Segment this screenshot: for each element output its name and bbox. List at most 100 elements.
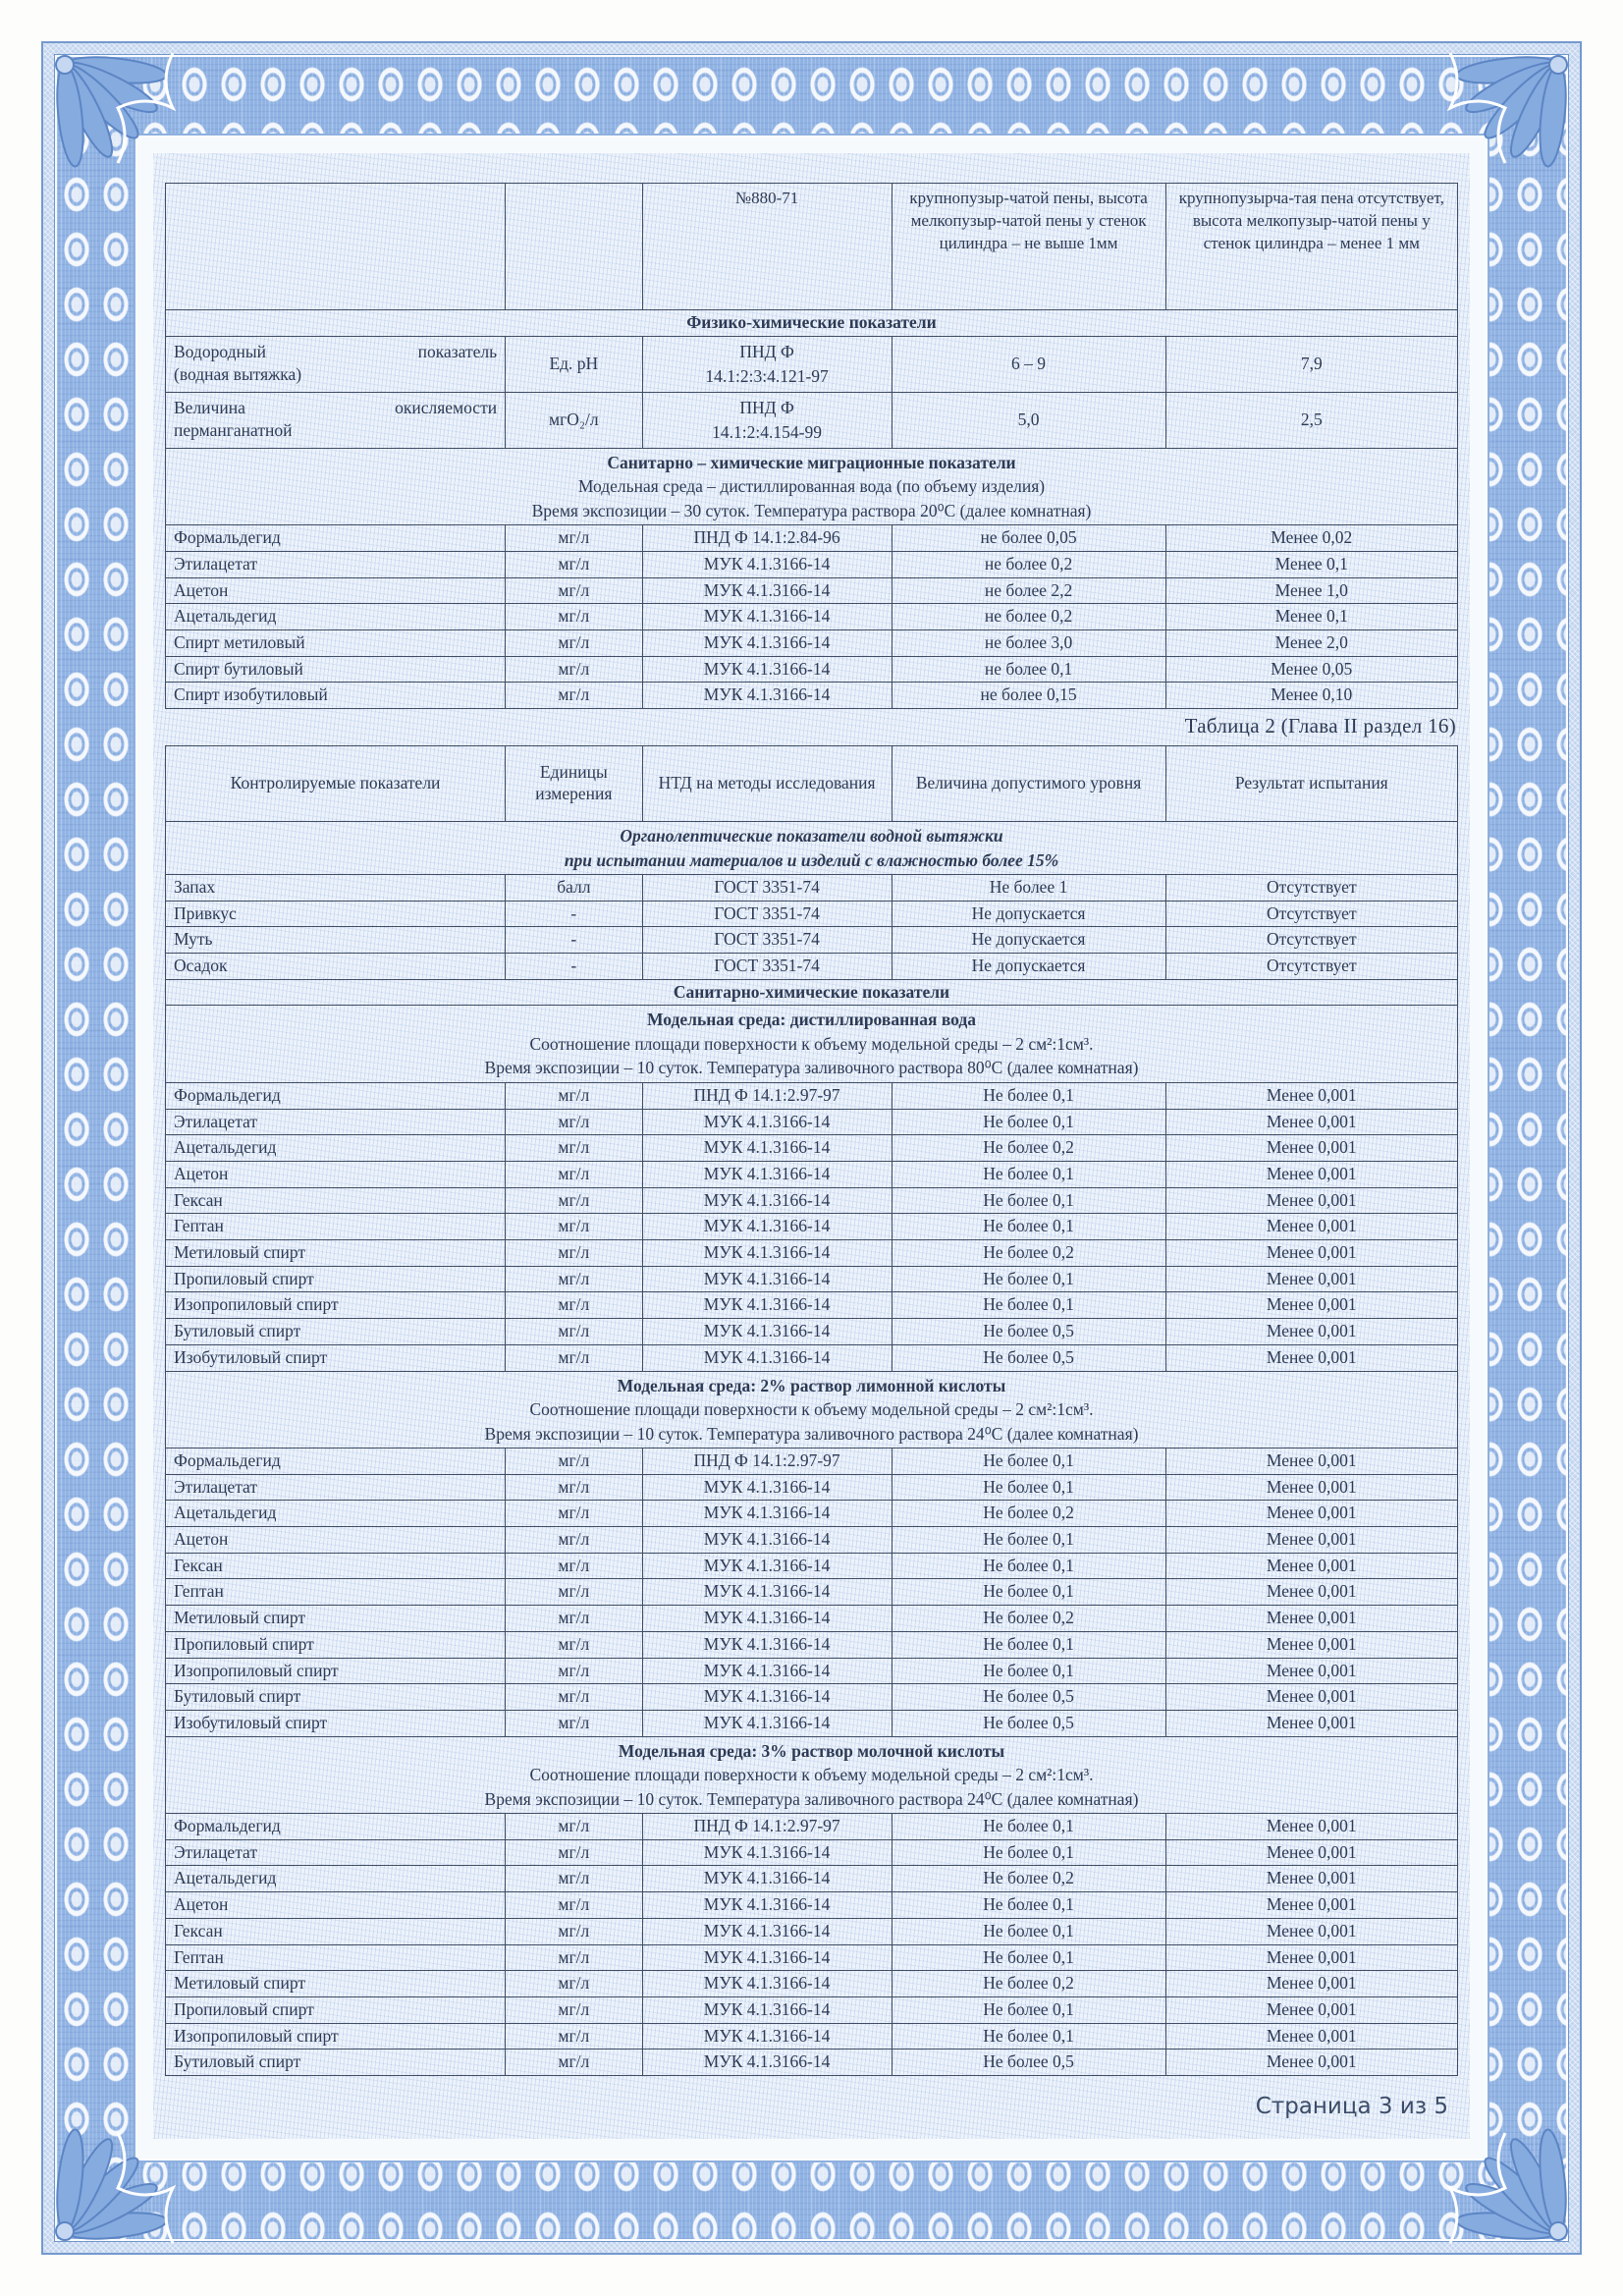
table-row: Пропиловый спирт мг/л МУК 4.1.3166-14 Не… [164, 1265, 1459, 1293]
cell-unit: мг/л [505, 1291, 643, 1320]
cell-unit: мг/л [505, 1161, 643, 1188]
cell-unit: - [505, 926, 643, 955]
cell-unit: мг/л [505, 1891, 643, 1919]
cell-limit: Не более 0,1 [891, 1813, 1166, 1840]
cell-limit: Не более 0,1 [891, 1891, 1166, 1919]
cell-ntd: МУК 4.1.3166-14 [641, 2022, 893, 2050]
cell-result: Менее 0,001 [1164, 1709, 1459, 1737]
cell-limit: не более 0,2 [891, 550, 1166, 578]
cell-parameter: Запах [164, 874, 507, 902]
cell-unit: мг/л [505, 1186, 643, 1215]
cell-unit: мг/л [505, 2022, 643, 2050]
cell-limit: Не более 0,2 [891, 1865, 1166, 1893]
table-row: Этилацетат мг/л МУК 4.1.3166-14 Не более… [164, 1838, 1459, 1867]
cell-ntd: МУК 4.1.3166-14 [641, 1970, 893, 1997]
page-number: Страница 3 из 5 [1255, 2093, 1448, 2119]
cell-limit: Не более 0,5 [891, 1318, 1166, 1345]
cell-unit: мг/л [505, 1709, 643, 1737]
cell-unit: мг/л [505, 1865, 643, 1893]
cell-limit: Не более 0,1 [891, 1995, 1166, 2024]
section-line: Модельная среда – дистиллированная вода … [577, 476, 1046, 497]
table-row: Бутиловый спирт мг/л МУК 4.1.3166-14 Не … [164, 1318, 1459, 1345]
cell-result: Менее 0,001 [1164, 1500, 1459, 1528]
cell-limit: Не более 0,1 [891, 1081, 1166, 1110]
cell-unit: мг/л [505, 1473, 643, 1502]
cell-parameter: Ацетальдегид [164, 1134, 507, 1162]
cell-parameter: Ацетальдегид [164, 1865, 507, 1893]
cell-parameter: Изопропиловый спирт [164, 1657, 507, 1685]
cell-result: Менее 0,001 [1164, 1552, 1459, 1580]
cell-ntd: МУК 4.1.3166-14 [641, 1134, 893, 1162]
section-line: Время экспозиции – 10 суток. Температура… [484, 1058, 1139, 1078]
table-row: Спирт метиловый мг/л МУК 4.1.3166-14 не … [164, 629, 1459, 657]
cell-ntd: ПНД Ф 14.1:2.97-97 [641, 1448, 893, 1475]
table-row: Ацетальдегид мг/л МУК 4.1.3166-14 Не бол… [164, 1500, 1459, 1528]
corner-ornament-icon [55, 52, 177, 168]
table-row: Формальдегид мг/л ПНД Ф 14.1:2.84-96 не … [164, 524, 1459, 552]
cell-ntd: МУК 4.1.3166-14 [641, 1239, 893, 1267]
cell-limit: Не более 0,2 [891, 1500, 1166, 1528]
cell-unit: мг/л [505, 1657, 643, 1685]
section-row: Модельная среда: дистиллированная вода С… [165, 1005, 1458, 1083]
cell-result: Менее 0,001 [1164, 1943, 1459, 1972]
cell-limit: не более 3,0 [891, 629, 1166, 657]
section-line: Модельная среда: 3% раствор молочной кис… [618, 1740, 1005, 1761]
cell-unit: мг/л [505, 524, 643, 552]
parameter-word: Водородный [174, 341, 266, 361]
ntd-line: 14.1:2:4.154-99 [712, 421, 822, 442]
section-title-media-water: Модельная среда: дистиллированная вода С… [165, 1005, 1458, 1083]
cell-result: Менее 0,001 [1164, 1448, 1459, 1475]
cell-limit: Не более 0,1 [891, 1943, 1166, 1972]
cell-parameter: Формальдегид [164, 1448, 507, 1475]
table-row: Бутиловый спирт мг/л МУК 4.1.3166-14 Не … [164, 2049, 1459, 2076]
cell-parameter: Спирт изобутиловый [164, 682, 507, 709]
column-header: Величина допустимого уровня [891, 745, 1166, 822]
cell-ntd: МУК 4.1.3166-14 [641, 629, 893, 657]
cell-ntd: МУК 4.1.3166-14 [641, 1500, 893, 1528]
cell-ntd: МУК 4.1.3166-14 [641, 1995, 893, 2024]
cell-result: Менее 0,02 [1164, 524, 1459, 552]
cell-result: Менее 0,001 [1164, 1265, 1459, 1293]
cell-ntd: МУК 4.1.3166-14 [641, 1108, 893, 1136]
cell-ntd: МУК 4.1.3166-14 [641, 1526, 893, 1554]
cell-parameter: Изобутиловый спирт [164, 1343, 507, 1372]
cell-result: Менее 0,001 [1164, 1108, 1459, 1136]
cell-unit: мг/л [505, 629, 643, 657]
cell-parameter: Осадок [164, 953, 507, 980]
table-row: Ацетальдегид мг/л МУК 4.1.3166-14 не бол… [164, 603, 1459, 630]
cell-limit: Не более 0,1 [891, 1838, 1166, 1867]
cell-unit: мг/л [505, 576, 643, 605]
cell-parameter: Этилацетат [164, 550, 507, 578]
cell-unit: мг/л [505, 1838, 643, 1867]
cell-limit: Не более 0,1 [891, 1265, 1166, 1293]
cell-ntd: ГОСТ 3351-74 [641, 926, 893, 955]
parameter-word: (водная вытяжка) [174, 364, 302, 385]
cell-parameter: Изобутиловый спирт [164, 1709, 507, 1737]
cell-ntd: ПНД Ф 14.1:2:4.154-99 [641, 391, 893, 449]
cell-limit: Не более 0,1 [891, 2022, 1166, 2050]
cell-limit: Не допускается [891, 953, 1166, 980]
cell-limit: Не более 0,1 [891, 1186, 1166, 1215]
table-row: Изопропиловый спирт мг/л МУК 4.1.3166-14… [164, 1657, 1459, 1685]
cell-unit: мг/л [505, 1343, 643, 1372]
cell-result: 7,9 [1164, 335, 1459, 393]
cell-unit: мг/л [505, 2049, 643, 2076]
cell-unit: мг/л [505, 1683, 643, 1711]
section-row: Санитарно – химические миграционные пока… [165, 447, 1458, 526]
table-row: Гексан мг/л МУК 4.1.3166-14 Не более 0,1… [164, 1917, 1459, 1945]
cell-parameter: Метиловый спирт [164, 1239, 507, 1267]
section-line: Модельная среда: 2% раствор лимонной кис… [617, 1375, 1006, 1395]
cell-unit: - [505, 953, 643, 980]
cell-limit: крупнопузыр-чатой пены, высота мелкопузы… [891, 183, 1166, 310]
corner-ornament-icon [1446, 52, 1568, 168]
cell-empty [505, 183, 643, 310]
cell-unit: мг/л [505, 1970, 643, 1997]
cell-unit: мг/л [505, 1108, 643, 1136]
cell-parameter: Гексан [164, 1552, 507, 1580]
cell-unit: мг/л [505, 1605, 643, 1632]
cell-unit: мг/л [505, 682, 643, 709]
cell-result: Менее 0,001 [1164, 1865, 1459, 1893]
cell-unit: мг/л [505, 1552, 643, 1580]
cell-unit: мг/л [505, 550, 643, 578]
parameter-word: показатель [417, 341, 498, 361]
